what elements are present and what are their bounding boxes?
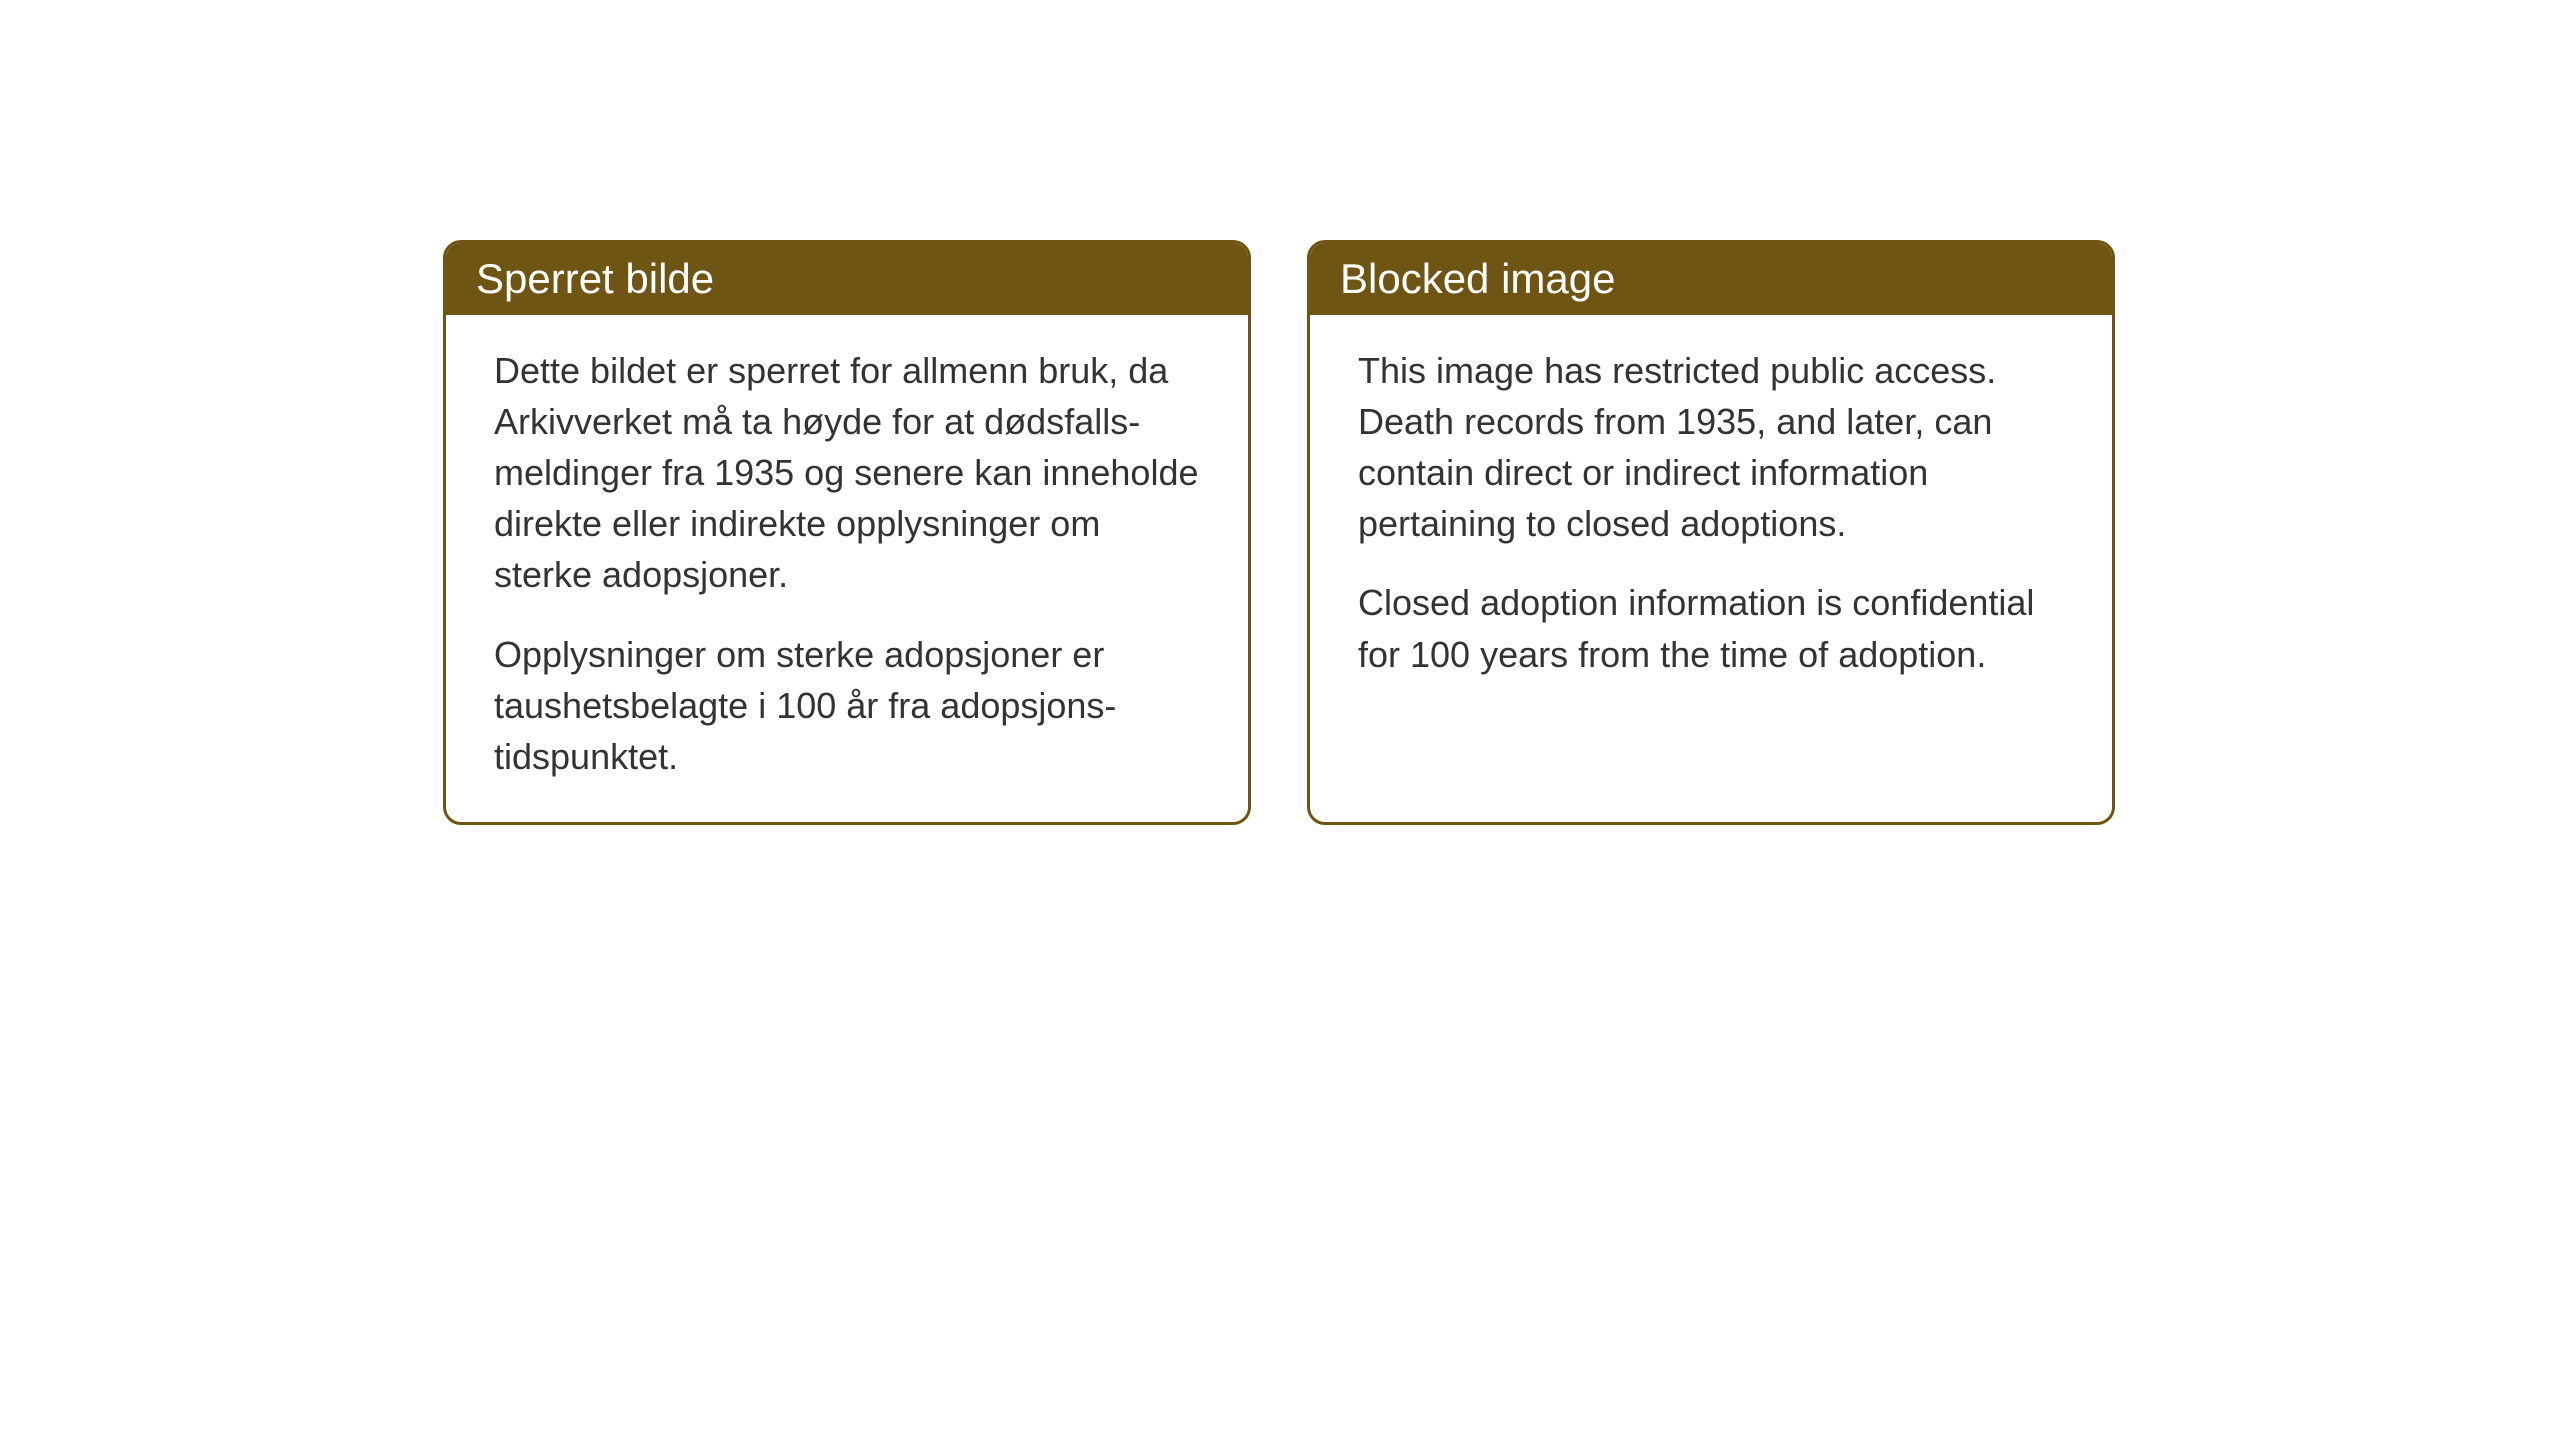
card-header-norwegian: Sperret bilde — [446, 243, 1248, 315]
card-paragraph-norwegian-2: Opplysninger om sterke adopsjoner er tau… — [494, 629, 1200, 782]
card-paragraph-norwegian-1: Dette bildet er sperret for allmenn bruk… — [494, 345, 1200, 601]
notice-card-english: Blocked image This image has restricted … — [1307, 240, 2115, 825]
card-body-norwegian: Dette bildet er sperret for allmenn bruk… — [446, 315, 1248, 822]
notice-cards-container: Sperret bilde Dette bildet er sperret fo… — [443, 240, 2115, 825]
card-title-norwegian: Sperret bilde — [476, 255, 714, 302]
card-title-english: Blocked image — [1340, 255, 1615, 302]
card-header-english: Blocked image — [1310, 243, 2112, 315]
card-paragraph-english-2: Closed adoption information is confident… — [1358, 577, 2064, 679]
card-paragraph-english-1: This image has restricted public access.… — [1358, 345, 2064, 549]
card-body-english: This image has restricted public access.… — [1310, 315, 2112, 762]
notice-card-norwegian: Sperret bilde Dette bildet er sperret fo… — [443, 240, 1251, 825]
